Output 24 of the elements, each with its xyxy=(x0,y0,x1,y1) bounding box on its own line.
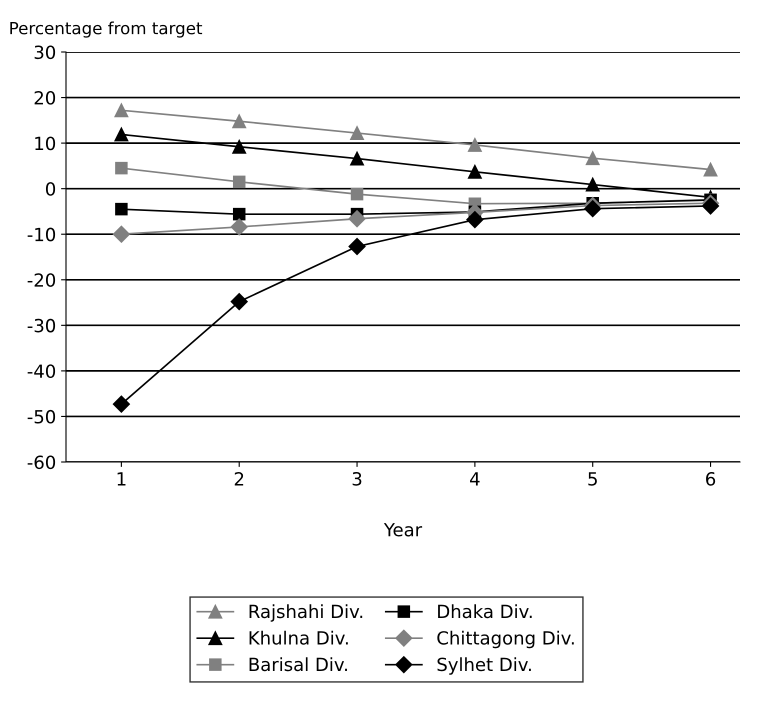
legend-label: Rajshahi Div. xyxy=(250,604,362,622)
x-tick-label: 2 xyxy=(234,472,244,486)
y-tick-label: 0 xyxy=(46,182,56,196)
x-tick-label: 5 xyxy=(588,472,597,486)
x-tick-label: 6 xyxy=(706,472,716,486)
y-tick-label: -20 xyxy=(28,273,56,287)
y-tick-label: -40 xyxy=(28,364,56,378)
legend-label: Barisal Div. xyxy=(250,657,347,672)
y-tick-label: 10 xyxy=(35,136,56,150)
legend-label: Khulna Div. xyxy=(250,630,348,645)
x-tick-label: 4 xyxy=(470,472,480,486)
legend-label: Chittagong Div. xyxy=(437,630,574,648)
y-axis-title: Percentage from target xyxy=(10,22,202,38)
y-tick-label: -50 xyxy=(28,410,56,424)
legend-label: Dhaka Div. xyxy=(438,604,532,618)
y-tick-label: -30 xyxy=(28,318,56,332)
x-tick-label: 1 xyxy=(118,472,126,486)
x-tick-label: 3 xyxy=(352,472,362,486)
y-tick-label: 20 xyxy=(34,91,56,105)
y-tick-label: -60 xyxy=(28,455,56,470)
legend-label: Sylhet Div. xyxy=(438,657,531,675)
x-axis-title: Year xyxy=(384,523,422,537)
y-tick-label: -10 xyxy=(28,228,56,242)
y-tick-label: 30 xyxy=(34,45,56,60)
